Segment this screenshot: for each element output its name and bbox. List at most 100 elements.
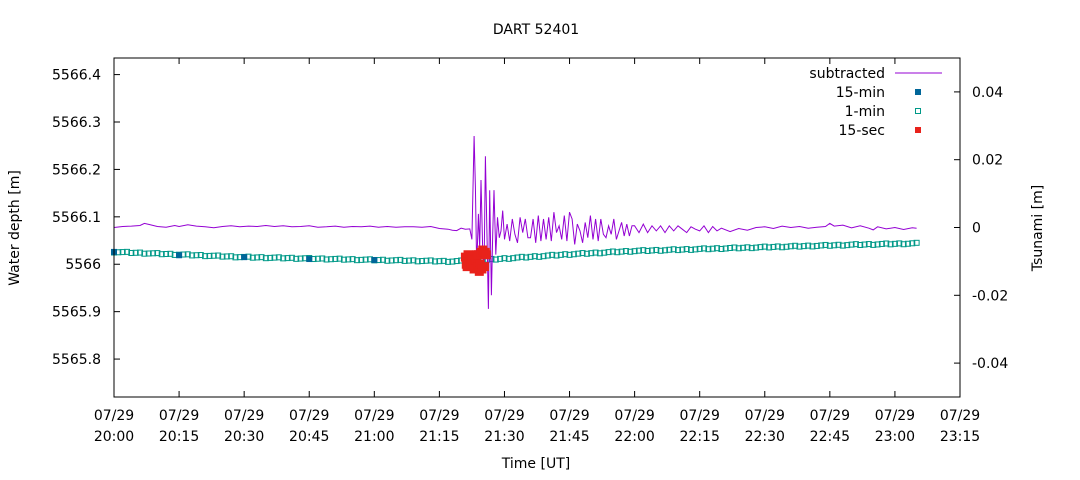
fifteen-min-point	[306, 256, 313, 263]
one-min-point	[445, 258, 452, 265]
one-min-point	[544, 252, 551, 259]
one-min-point	[874, 241, 881, 248]
one-min-point	[848, 241, 855, 248]
one-min-point	[518, 253, 525, 260]
one-min-point	[601, 249, 608, 256]
one-min-point	[345, 256, 352, 263]
one-min-point	[787, 243, 794, 250]
one-min-point	[202, 253, 209, 260]
one-min-point	[397, 256, 404, 263]
x-tick-label-date: 07/29	[224, 408, 264, 424]
one-min-point	[640, 247, 647, 254]
one-min-point	[119, 249, 126, 256]
legend-swatch-filled	[915, 127, 921, 133]
one-min-point	[449, 258, 456, 265]
one-min-point	[635, 247, 642, 254]
one-min-point	[510, 255, 517, 262]
one-min-point	[822, 241, 829, 248]
one-min-point	[167, 250, 174, 257]
one-min-point	[137, 249, 144, 256]
x-tick-label-date: 07/29	[745, 408, 785, 424]
one-min-point	[588, 250, 595, 257]
one-min-point	[536, 253, 543, 260]
one-min-point	[193, 252, 200, 259]
x-tick-label-date: 07/29	[159, 408, 199, 424]
one-min-point	[271, 254, 278, 261]
one-min-point	[453, 258, 460, 265]
one-min-point	[154, 250, 161, 257]
one-min-point	[314, 255, 321, 262]
x-tick-label-time: 21:00	[354, 429, 394, 445]
one-min-point	[575, 250, 582, 257]
one-min-point	[714, 245, 721, 252]
x-tick-label-time: 21:30	[484, 429, 524, 445]
one-min-point	[813, 242, 820, 249]
one-min-point	[197, 252, 204, 259]
one-min-point	[592, 249, 599, 256]
one-min-point	[692, 246, 699, 253]
one-min-point	[258, 254, 265, 261]
one-min-point	[349, 256, 356, 263]
one-min-point	[562, 251, 569, 258]
subtracted-line	[113, 135, 917, 309]
y-axis-label: Water depth [m]	[7, 170, 23, 286]
one-min-point	[384, 257, 391, 264]
x-tick-label-time: 22:45	[810, 429, 850, 445]
one-min-point	[887, 241, 894, 248]
y-tick-label: 5566.4	[52, 68, 101, 84]
one-min-point	[657, 247, 664, 254]
y-tick-label: 5566.2	[52, 162, 101, 178]
one-min-point	[184, 251, 191, 258]
one-min-point	[327, 256, 334, 263]
one-min-point	[427, 257, 434, 264]
one-min-point	[679, 246, 686, 253]
one-min-point	[709, 245, 716, 252]
one-min-point	[210, 252, 217, 259]
one-min-point	[505, 255, 512, 262]
one-min-point	[249, 254, 256, 261]
one-min-point	[744, 244, 751, 251]
one-min-point	[748, 245, 755, 252]
one-min-point	[549, 251, 556, 258]
fifteen-min-point	[176, 252, 183, 259]
one-min-point	[648, 247, 655, 254]
x-tick-label-date: 07/29	[875, 408, 915, 424]
one-min-point	[419, 258, 426, 265]
one-min-point	[696, 245, 703, 252]
one-min-point	[666, 246, 673, 253]
one-min-point	[896, 240, 903, 247]
x-tick-label-date: 07/29	[354, 408, 394, 424]
one-min-point	[766, 244, 773, 251]
one-min-point	[358, 256, 365, 263]
one-min-point	[722, 245, 729, 252]
one-min-point	[232, 254, 239, 261]
y-tick-label: 5566.3	[52, 115, 101, 131]
one-min-point	[753, 244, 760, 251]
x-tick-label-time: 20:15	[159, 429, 199, 445]
one-min-point	[683, 246, 690, 253]
one-min-point	[779, 244, 786, 251]
one-min-point	[839, 242, 846, 249]
one-min-point	[701, 245, 708, 252]
one-min-point	[388, 257, 395, 264]
one-min-point	[288, 254, 295, 261]
one-min-point	[870, 241, 877, 248]
y-tick-label: 5565.8	[52, 352, 101, 368]
one-min-point	[913, 239, 920, 246]
one-min-point	[805, 242, 812, 249]
one-min-point	[319, 255, 326, 262]
one-min-point	[878, 240, 885, 247]
one-min-point	[332, 255, 339, 262]
one-min-point	[553, 252, 560, 259]
one-min-point	[254, 254, 261, 261]
one-min-point	[132, 249, 139, 256]
legend-label: 15-sec	[839, 123, 885, 139]
one-min-point	[336, 255, 343, 262]
one-min-point	[852, 241, 859, 248]
one-min-point	[583, 250, 590, 257]
x-tick-label-time: 23:15	[940, 429, 980, 445]
one-min-point	[644, 247, 651, 254]
x-tick-label-time: 20:45	[289, 429, 329, 445]
one-min-point	[436, 258, 443, 265]
one-min-point	[410, 257, 417, 264]
